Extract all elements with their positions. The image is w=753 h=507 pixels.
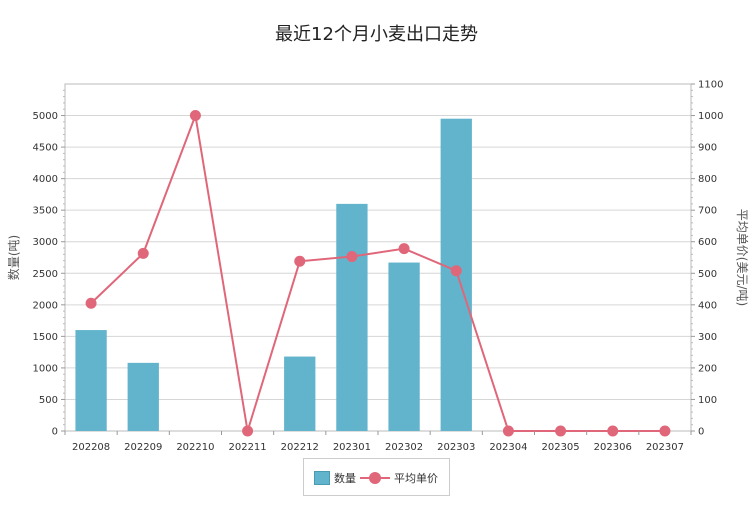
x-tick-label: 202305 — [541, 442, 579, 453]
y-tick-label: 2500 — [33, 269, 58, 280]
bar — [127, 362, 159, 431]
avg-price-marker — [555, 425, 567, 437]
legend-swatch-avg-price — [360, 472, 390, 484]
avg-price-marker — [294, 255, 306, 267]
bar — [388, 262, 420, 431]
bar — [75, 330, 107, 431]
y2-tick-label: 0 — [698, 427, 704, 438]
avg-price-marker — [398, 243, 410, 255]
y-tick-label: 3000 — [33, 237, 58, 248]
x-tick-label: 202209 — [124, 442, 162, 453]
chart-title: 最近12个月小麦出口走势 — [275, 24, 478, 45]
avg-price-marker — [659, 425, 671, 437]
y2-tick-label: 400 — [698, 300, 717, 311]
y2-tick-label: 600 — [698, 237, 717, 248]
x-tick-label: 202307 — [646, 442, 684, 453]
x-tick-label: 202303 — [437, 442, 475, 453]
y2-tick-label: 1100 — [698, 80, 723, 91]
y-tick-label: 1000 — [33, 363, 58, 374]
axes: 0500100015002000250030003500400045005000… — [33, 80, 724, 454]
x-tick-label: 202304 — [489, 442, 527, 453]
y-tick-label: 3500 — [33, 206, 58, 217]
y-tick-label: 500 — [39, 395, 58, 406]
legend-label-avg-price: 平均单价 — [394, 472, 438, 485]
avg-price-marker — [502, 425, 514, 437]
avg-price-marker — [242, 425, 254, 437]
y-tick-label: 1500 — [33, 332, 58, 343]
avg-price-marker — [85, 297, 97, 309]
y2-tick-label: 500 — [698, 269, 717, 280]
avg-price-marker — [137, 247, 149, 259]
avg-price-marker — [607, 425, 619, 437]
x-tick-label: 202208 — [72, 442, 110, 453]
legend-item-avg-price[interactable]: 平均单价 — [360, 470, 438, 486]
x-tick-label: 202210 — [176, 442, 214, 453]
y-tick-label: 4500 — [33, 143, 58, 154]
legend-item-quantity[interactable]: 数量 — [314, 470, 356, 486]
y2-tick-label: 800 — [698, 174, 717, 185]
legend-swatch-quantity — [314, 471, 330, 485]
y2-axis-title: 平均单价(美元/吨) — [735, 209, 749, 306]
y2-tick-label: 300 — [698, 332, 717, 343]
legend: 数量 平均单价 — [303, 458, 450, 496]
avg-price-marker — [450, 265, 462, 277]
y-axis-title: 数量(吨) — [6, 235, 21, 280]
y2-tick-label: 1000 — [698, 111, 723, 122]
avg-price-line — [90, 111, 665, 432]
y-tick-label: 5000 — [33, 111, 58, 122]
x-tick-label: 202301 — [333, 442, 371, 453]
avg-price-marker — [346, 251, 358, 263]
x-tick-label: 202211 — [228, 442, 266, 453]
bar-series — [75, 118, 472, 431]
line-series — [85, 110, 671, 437]
avg-price-marker — [189, 110, 201, 122]
x-tick-label: 202212 — [281, 442, 319, 453]
x-tick-label: 202306 — [594, 442, 632, 453]
bar — [284, 356, 316, 431]
y2-tick-label: 700 — [698, 206, 717, 217]
y-tick-label: 2000 — [33, 300, 58, 311]
y2-tick-label: 900 — [698, 143, 717, 154]
y2-tick-label: 200 — [698, 363, 717, 374]
legend-label-quantity: 数量 — [334, 472, 356, 485]
y-tick-label: 4000 — [33, 174, 58, 185]
x-tick-label: 202302 — [385, 442, 423, 453]
bar — [336, 203, 368, 431]
y2-tick-label: 100 — [698, 395, 717, 406]
y-tick-label: 0 — [52, 427, 58, 438]
